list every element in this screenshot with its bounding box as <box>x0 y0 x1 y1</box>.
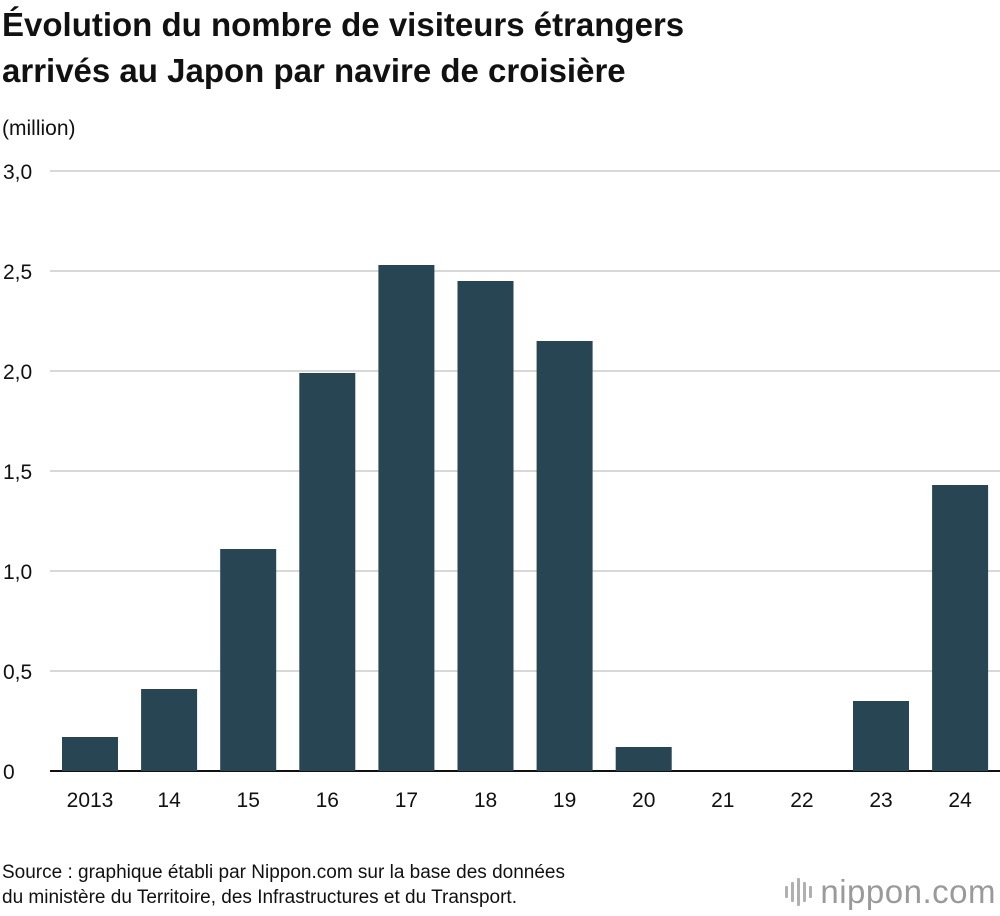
bar-18 <box>457 281 514 771</box>
x-tick-label: 17 <box>395 789 418 812</box>
brand-name: nippon <box>820 873 923 910</box>
brand-suffix: .com <box>922 873 996 910</box>
chart-title-line-1: Évolution du nombre de visiteurs étrange… <box>2 6 685 43</box>
bar-20 <box>615 747 672 771</box>
y-tick-label: 0,5 <box>3 661 32 684</box>
bar-2013 <box>62 737 118 771</box>
bar-17 <box>378 265 435 771</box>
bar-19 <box>536 341 593 771</box>
x-tick-label: 19 <box>553 789 576 812</box>
x-tick-label: 2013 <box>67 789 114 812</box>
y-tick-label: 1,0 <box>3 561 32 584</box>
x-tick-label: 16 <box>316 789 339 812</box>
x-tick-label: 15 <box>237 789 260 812</box>
bar-16 <box>299 373 356 771</box>
bar-23 <box>853 701 909 771</box>
x-tick-label: 14 <box>157 789 181 812</box>
chart-title: Évolution du nombre de visiteurs étrange… <box>2 2 992 94</box>
y-tick-label: 1,5 <box>3 461 32 484</box>
x-tick-label: 24 <box>948 789 972 812</box>
y-axis-unit-label: (million) <box>2 117 76 140</box>
bar-15 <box>220 549 277 771</box>
x-axis-ticks: 2013 14 15 16 17 18 19 20 21 22 23 24 <box>67 789 972 812</box>
bar-chart: 0 0,5 1,0 1,5 2,0 2,5 3,0 2013 14 15 16 17 18 19 20 21… <box>3 161 1000 812</box>
brand-logo: nippon.com <box>785 872 996 912</box>
y-tick-label: 0 <box>3 761 15 784</box>
source-line-2: du ministère du Territoire, des Infrastr… <box>2 887 517 908</box>
y-tick-label: 2,0 <box>3 361 32 384</box>
x-tick-label: 22 <box>790 789 813 812</box>
y-axis-ticks: 0 0,5 1,0 1,5 2,0 2,5 3,0 <box>3 161 32 784</box>
bar-24 <box>932 485 989 771</box>
x-tick-label: 20 <box>632 789 655 812</box>
y-tick-label: 2,5 <box>3 261 32 284</box>
bars <box>62 265 989 771</box>
x-tick-label: 18 <box>474 789 497 812</box>
y-tick-label: 3,0 <box>3 161 32 184</box>
brand-wordmark: nippon.com <box>820 873 996 911</box>
source-note: Source : graphique établi par Nippon.com… <box>2 860 762 910</box>
gridlines <box>50 170 1000 772</box>
nippon-logo-icon <box>785 877 813 907</box>
x-tick-label: 21 <box>711 789 734 812</box>
source-line-1: Source : graphique établi par Nippon.com… <box>2 862 565 883</box>
bar-14 <box>141 689 198 771</box>
x-tick-label: 23 <box>869 789 892 812</box>
chart-title-line-2: arrivés au Japon par navire de croisière <box>2 52 626 89</box>
